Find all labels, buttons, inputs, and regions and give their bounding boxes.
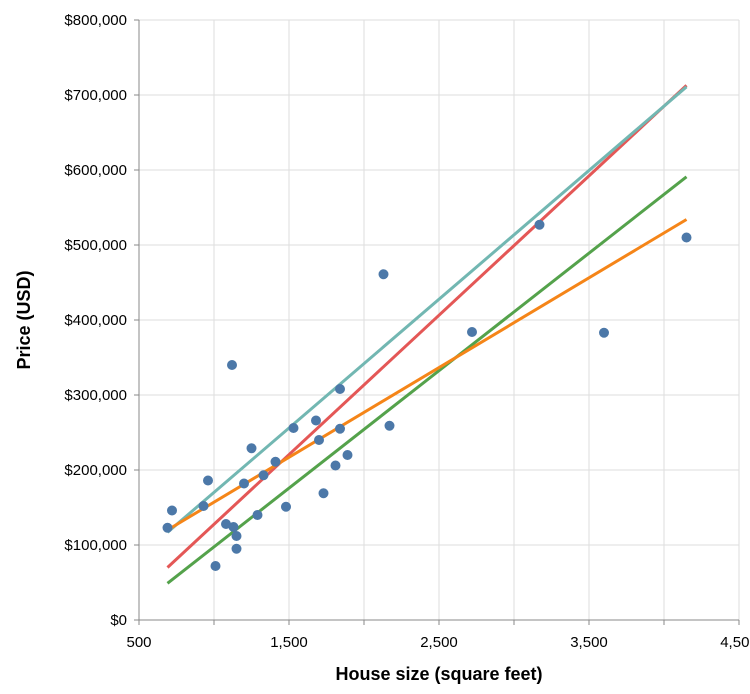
- axes-layer: 500 1,500 2,500 3,500 4,500 $0 $100,000 $200,00…: [64, 12, 750, 651]
- y-tick-label: $700,000: [64, 87, 127, 104]
- data-point: [246, 443, 257, 454]
- fit-line: [166, 218, 688, 532]
- data-point: [231, 531, 242, 541]
- data-point: [258, 470, 269, 481]
- data-point: [239, 478, 249, 489]
- data-point: [228, 522, 239, 532]
- x-tick-label: 500: [126, 634, 151, 651]
- data-point: [378, 269, 389, 280]
- y-tick-label: $400,000: [64, 312, 127, 329]
- y-tick-label: $600,000: [64, 162, 127, 179]
- y-tick-label: $100,000: [64, 537, 127, 554]
- x-tick-label: 2,500: [420, 634, 458, 651]
- fit-line: [166, 85, 688, 534]
- data-point: [203, 475, 213, 486]
- data-point: [311, 415, 321, 426]
- data-point: [281, 501, 291, 512]
- grid-layer: [138, 19, 740, 621]
- y-tick-label: $0: [110, 612, 127, 629]
- data-point: [534, 219, 545, 230]
- data-point: [335, 384, 345, 394]
- data-point: [167, 505, 177, 516]
- x-tick-label: 3,500: [570, 634, 608, 651]
- x-tick-label: 4,500: [720, 634, 750, 651]
- data-point: [198, 501, 209, 511]
- y-axis-title: Price (USD): [14, 270, 34, 369]
- data-point: [270, 456, 281, 467]
- data-point: [681, 232, 692, 243]
- x-tick-label: 1,500: [270, 634, 308, 651]
- data-point: [342, 450, 353, 460]
- y-tick-label: $300,000: [64, 387, 127, 404]
- y-tick-label: $500,000: [64, 237, 127, 254]
- data-point: [227, 360, 237, 370]
- y-tick-label: $200,000: [64, 462, 127, 479]
- data-point: [318, 488, 329, 499]
- data-point: [252, 510, 263, 520]
- data-point: [467, 327, 477, 337]
- data-points-layer: [162, 219, 692, 571]
- x-axis-title: House size (square feet): [335, 664, 542, 684]
- data-point: [330, 460, 341, 471]
- data-point: [384, 420, 395, 431]
- data-point: [288, 423, 299, 433]
- data-point: [221, 519, 231, 529]
- y-tick-label: $800,000: [64, 12, 127, 29]
- data-point: [314, 435, 324, 445]
- data-point: [335, 423, 345, 434]
- data-point: [231, 543, 242, 554]
- data-point: [162, 522, 173, 533]
- data-point: [599, 327, 609, 338]
- fit-line: [166, 84, 688, 569]
- fit-line: [166, 175, 688, 585]
- data-point: [210, 561, 221, 571]
